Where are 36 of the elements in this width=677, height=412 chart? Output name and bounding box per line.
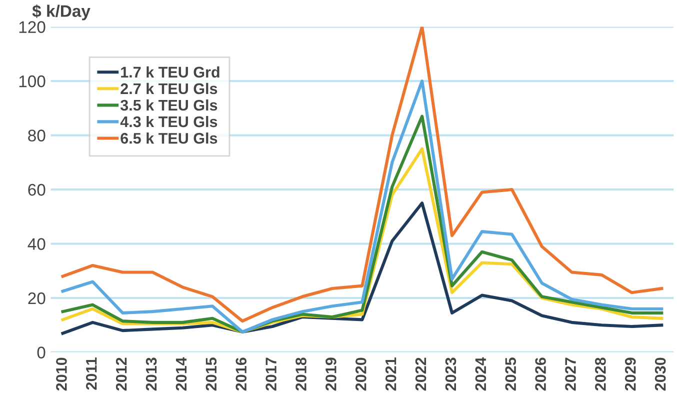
y-axis-title: $ k/Day — [32, 4, 90, 20]
legend-label: 3.5 k TEU Gls — [120, 99, 218, 111]
x-tick-label: 2012 — [116, 358, 127, 391]
x-tick-label: 2028 — [595, 358, 606, 391]
legend-label: 1.7 k TEU Grd — [121, 66, 220, 78]
y-tick-label: 40 — [28, 238, 46, 250]
y-tick-label: 120 — [19, 21, 46, 33]
y-tick-label: 60 — [28, 184, 46, 196]
x-tick-label: 2029 — [624, 358, 636, 391]
legend-label: 6.5 k TEU Gls — [120, 132, 218, 144]
line-series — [61, 202, 664, 335]
x-tick-label: 2014 — [176, 357, 187, 391]
x-tick-label: 2030 — [654, 358, 666, 391]
y-tick-label: 20 — [28, 292, 46, 304]
x-tick-label: 2024 — [475, 357, 486, 391]
x-tick-label: 2013 — [146, 358, 157, 391]
x-tick-label: 2010 — [56, 358, 67, 391]
x-tick-label: 2025 — [505, 358, 516, 391]
x-tick-label: 2022 — [415, 358, 426, 391]
legend-label: 4.3 k TEU Gls — [120, 116, 218, 128]
x-tick-label: 2018 — [296, 358, 306, 391]
x-tick-label: 2020 — [355, 358, 366, 391]
x-tick-label: 2011 — [86, 358, 97, 390]
y-tick-label: 80 — [28, 130, 46, 142]
x-tick-label: 2021 — [385, 358, 396, 391]
x-tick-label: 2026 — [535, 358, 546, 391]
line-series — [61, 26, 664, 323]
x-tick-label: 2017 — [266, 358, 276, 391]
x-tick-label: 2019 — [326, 358, 336, 391]
x-tick-label: 2016 — [236, 358, 247, 391]
y-tick-label: 0 — [37, 346, 46, 358]
x-tick-label: 2015 — [206, 358, 217, 391]
x-tick-label: 2023 — [445, 358, 456, 391]
x-tick-label: 2027 — [565, 358, 576, 391]
legend-label: 2.7 k TEU Gls — [120, 82, 218, 94]
y-tick-label: 100 — [19, 75, 46, 88]
